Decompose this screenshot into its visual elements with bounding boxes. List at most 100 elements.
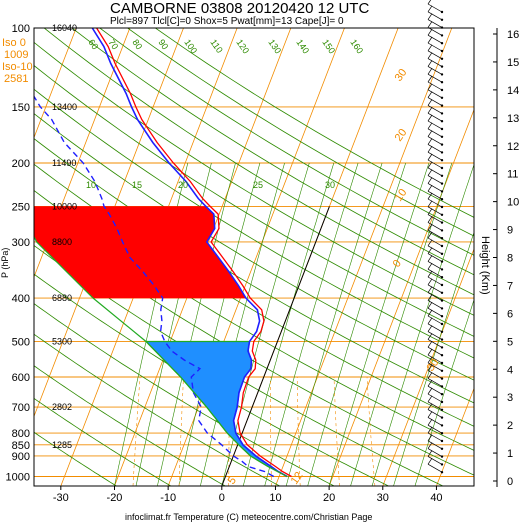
wind-barb-flag bbox=[427, 153, 433, 161]
wind-barb-station bbox=[440, 361, 444, 365]
wind-barb-station bbox=[440, 268, 444, 271]
height-label: 11490 bbox=[52, 158, 76, 168]
wind-barb-station bbox=[440, 26, 444, 29]
height-label: 10000 bbox=[52, 201, 77, 211]
km-tick-label: 11 bbox=[507, 169, 518, 181]
dry-adiabat-line bbox=[99, 28, 474, 256]
wind-barb-station bbox=[440, 424, 444, 427]
wind-barb-flag bbox=[427, 458, 433, 465]
wind-barb bbox=[427, 261, 443, 270]
km-tick-label: 14 bbox=[507, 85, 519, 97]
wind-barb-station bbox=[440, 346, 444, 349]
wind-barb-station bbox=[440, 455, 444, 458]
mixing-ratio-line bbox=[178, 376, 184, 486]
moist-adiabat-line bbox=[350, 162, 453, 486]
wind-barb-flag bbox=[427, 192, 433, 200]
wind-barb-flag bbox=[427, 419, 433, 426]
wind-barb-flag bbox=[427, 317, 433, 324]
wind-barb-flag bbox=[427, 208, 433, 215]
wind-barb-flag bbox=[427, 231, 433, 239]
moist-adiabat-line bbox=[414, 298, 474, 486]
pressure-tick-label: 1000 bbox=[6, 471, 30, 483]
dry-adiabat-line bbox=[34, 303, 335, 486]
moist-adiabat-line bbox=[328, 162, 430, 486]
x-tick-label: 20 bbox=[323, 492, 335, 504]
isotherm-line bbox=[34, 28, 77, 139]
theta-label: 90 bbox=[156, 37, 170, 51]
x-axis-label: infoclimat.fr Temperature (C) meteocentr… bbox=[125, 512, 372, 522]
wind-barb-station bbox=[440, 205, 444, 209]
height-label: 5300 bbox=[52, 336, 72, 346]
wind-barb-flag bbox=[427, 216, 433, 223]
mixing-ratio-line bbox=[296, 376, 301, 486]
wind-barb bbox=[427, 144, 443, 153]
wind-barb-station bbox=[440, 34, 444, 37]
wind-barb-flag bbox=[427, 395, 433, 402]
wind-barb-station bbox=[440, 276, 444, 279]
theta-label: 80 bbox=[130, 37, 144, 51]
parcel-line bbox=[34, 235, 288, 478]
wind-barb-flag bbox=[427, 107, 433, 114]
wind-barb bbox=[427, 417, 443, 426]
pressure-tick-label: 600 bbox=[12, 372, 30, 384]
wind-barb bbox=[427, 97, 443, 106]
wind-barb bbox=[427, 393, 443, 403]
wind-barb bbox=[427, 378, 443, 387]
wind-barb bbox=[427, 370, 443, 379]
wind-barb-station bbox=[440, 96, 444, 100]
wind-barb-flag bbox=[427, 356, 433, 363]
wind-barb-station bbox=[440, 135, 444, 138]
wind-barb-flag bbox=[427, 364, 433, 371]
wind-barb-flag bbox=[427, 83, 433, 90]
wind-barb-flag bbox=[427, 114, 433, 122]
wind-barb bbox=[427, 34, 443, 44]
wind-barb bbox=[427, 463, 443, 473]
dry-adiabat-line bbox=[71, 28, 474, 276]
chart-subtitle: Plcl=897 Tlcl[C]=0 Shox=5 Pwat[mm]=13 Ca… bbox=[110, 16, 344, 27]
wind-barb bbox=[427, 214, 443, 223]
wind-barb-station bbox=[440, 385, 444, 388]
km-tick-label: 2 bbox=[507, 420, 513, 432]
wind-barb-station bbox=[440, 10, 444, 14]
x-tick-label: 40 bbox=[430, 492, 442, 504]
wind-barb bbox=[427, 105, 443, 114]
wind-barb-layer bbox=[427, 0, 444, 474]
km-tick-label: 10 bbox=[507, 197, 519, 209]
wind-barb-flag bbox=[427, 91, 433, 98]
wind-barb-station bbox=[440, 221, 444, 224]
wind-barb-flag bbox=[427, 5, 433, 12]
wind-barb-flag bbox=[427, 341, 433, 348]
wind-barb bbox=[427, 323, 443, 333]
wind-barb bbox=[427, 284, 443, 294]
wind-barb-flag bbox=[427, 348, 433, 356]
wind-barb bbox=[427, 362, 443, 372]
pressure-tick-label: 100 bbox=[12, 23, 30, 35]
wind-barb-flag bbox=[427, 403, 433, 410]
wind-barb bbox=[427, 331, 443, 340]
wind-barb-station bbox=[440, 447, 444, 450]
moist-adiabat-line bbox=[393, 231, 474, 486]
wind-barb-station bbox=[440, 174, 444, 177]
wind-barb-flag bbox=[427, 239, 433, 246]
wind-barb bbox=[427, 27, 443, 36]
wind-barb-flag bbox=[427, 255, 433, 262]
wind-barb-flag bbox=[427, 75, 433, 83]
wind-barb-station bbox=[440, 198, 444, 201]
x-tick-label: -30 bbox=[53, 492, 69, 504]
km-tick-label: 4 bbox=[507, 364, 513, 376]
isotherm-label: 20 bbox=[393, 127, 410, 144]
dry-adiabat-line bbox=[127, 28, 474, 237]
wind-barb bbox=[427, 19, 443, 28]
wind-barb bbox=[427, 206, 443, 216]
wind-barb bbox=[427, 120, 443, 130]
mixing-ratio-line bbox=[132, 376, 141, 486]
wind-barb bbox=[427, 222, 443, 231]
wind-barb bbox=[427, 167, 443, 177]
wind-barb-flag bbox=[427, 68, 433, 75]
wind-barb-flag bbox=[427, 44, 433, 51]
iso10-label: Iso-10 bbox=[2, 61, 33, 73]
km-tick-label: 13 bbox=[507, 113, 519, 125]
wind-barb-station bbox=[440, 369, 444, 372]
wind-barb-station bbox=[440, 229, 444, 232]
